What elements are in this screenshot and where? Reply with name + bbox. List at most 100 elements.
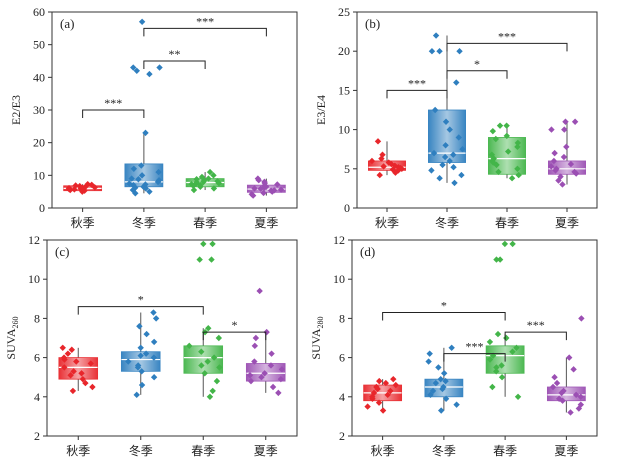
x-tick-label: 秋季	[66, 444, 90, 458]
data-point	[88, 181, 95, 189]
data-point	[205, 175, 212, 182]
data-point	[204, 358, 211, 365]
x-tick-label: 秋季	[71, 216, 95, 230]
significance-bracket: ***	[386, 76, 448, 99]
data-point	[495, 168, 502, 176]
y-tick-label: 2	[34, 429, 40, 443]
data-point	[513, 344, 520, 351]
data-point	[514, 393, 522, 400]
significance-bracket: *	[446, 57, 508, 79]
data-point	[364, 403, 371, 410]
significance-label: ***	[466, 340, 484, 354]
bracket-line	[202, 331, 267, 341]
box-3	[185, 168, 225, 194]
data-point	[561, 126, 568, 133]
data-point	[133, 67, 141, 74]
box-1	[58, 344, 99, 395]
y-axis-label: SUVA260	[4, 316, 20, 359]
x-tick-label: 夏季	[254, 216, 278, 230]
data-point	[428, 167, 435, 174]
data-point	[277, 375, 285, 383]
data-point	[553, 379, 561, 387]
data-point	[72, 182, 79, 189]
y-tick-label: 20	[33, 136, 45, 150]
significance-bracket: **	[143, 47, 206, 69]
box-3	[487, 122, 526, 182]
data-point	[210, 354, 218, 361]
y-tick-label: 8	[34, 311, 40, 325]
y-tick-label: 50	[33, 38, 45, 52]
data-point	[254, 175, 262, 182]
bracket-line	[143, 60, 206, 69]
data-point	[142, 350, 150, 357]
box-4	[245, 287, 286, 397]
y-tick-label: 20	[338, 44, 350, 58]
data-point	[504, 148, 512, 155]
data-point	[577, 393, 584, 400]
data-point	[150, 338, 158, 346]
data-point	[490, 159, 497, 166]
data-point	[494, 330, 502, 338]
data-point	[67, 372, 74, 379]
data-point	[208, 256, 215, 263]
data-point	[274, 181, 281, 188]
data-point	[152, 315, 160, 322]
bracket-line	[446, 70, 508, 79]
significance-bracket: ***	[504, 318, 567, 341]
data-point	[60, 354, 68, 361]
data-point	[369, 393, 376, 400]
data-point	[146, 70, 153, 78]
data-point	[135, 176, 142, 183]
data-point	[267, 362, 275, 369]
data-point	[210, 185, 218, 192]
data-point	[374, 385, 381, 393]
significance-bracket: *	[202, 318, 267, 341]
y-tick-label: 0	[344, 201, 350, 215]
data-point	[563, 143, 570, 151]
data-point	[492, 135, 499, 143]
chart-panel-3: 2 4 6 8 10 12 SUVA260 (c) 秋季 冬季 春季 夏季 * *	[4, 233, 298, 458]
bracket-line	[77, 306, 204, 315]
bracket-line	[446, 42, 568, 52]
data-point	[550, 157, 558, 165]
data-point	[200, 178, 207, 186]
box-2	[424, 344, 464, 414]
box-2	[120, 309, 161, 399]
data-point	[440, 370, 448, 377]
data-point	[437, 407, 445, 414]
data-point	[425, 358, 432, 365]
data-point	[251, 358, 258, 365]
data-point	[125, 358, 132, 365]
significance-label: ***	[196, 14, 214, 28]
data-point	[79, 184, 86, 191]
data-point	[269, 383, 277, 391]
data-point	[190, 186, 198, 194]
data-point	[275, 389, 282, 397]
data-point	[431, 106, 439, 114]
data-point	[89, 383, 96, 391]
data-point	[379, 151, 386, 158]
data-point	[571, 168, 578, 176]
y-axis-label-subscript: 260	[11, 316, 20, 328]
data-point	[560, 153, 568, 161]
data-point	[382, 379, 390, 387]
x-tick-label: 冬季	[129, 443, 153, 458]
y-tick-label: 12	[28, 233, 40, 247]
data-point	[64, 350, 72, 357]
data-point	[509, 348, 516, 355]
plot-frame	[356, 11, 598, 209]
box-1	[367, 138, 406, 179]
data-point	[391, 162, 399, 169]
data-point	[572, 391, 580, 399]
data-point	[138, 162, 145, 169]
data-point	[79, 375, 87, 383]
data-point	[501, 240, 509, 248]
data-point	[198, 348, 205, 355]
panel-label: (d)	[360, 244, 375, 259]
box-1	[363, 375, 403, 414]
data-point	[69, 387, 77, 395]
data-point	[555, 395, 563, 402]
data-point	[503, 122, 510, 129]
data-point	[559, 181, 566, 188]
data-point	[486, 356, 494, 363]
